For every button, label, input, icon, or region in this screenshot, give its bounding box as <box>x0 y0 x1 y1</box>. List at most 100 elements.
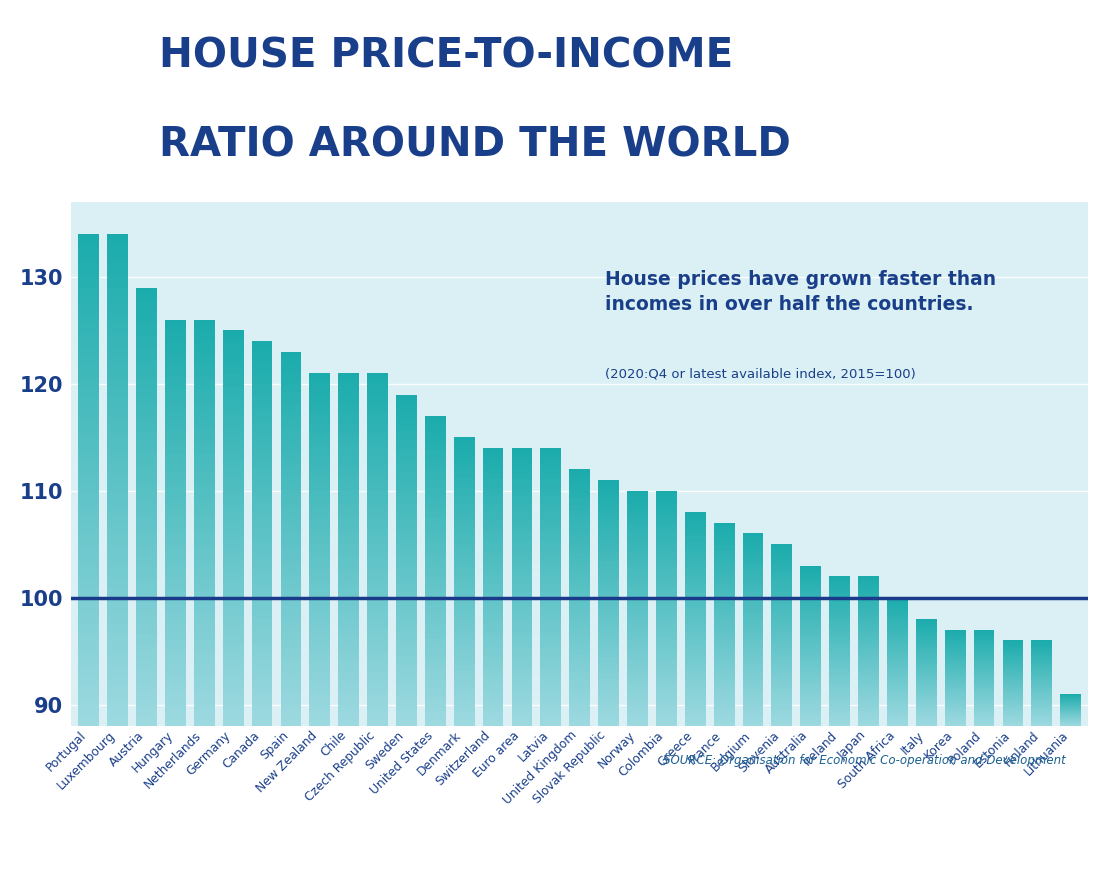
Bar <box>482 707 503 709</box>
Bar <box>974 657 995 659</box>
Bar <box>280 430 301 435</box>
Bar <box>685 599 706 602</box>
Bar <box>541 712 562 715</box>
Bar <box>78 671 99 677</box>
Bar <box>193 422 214 426</box>
Bar <box>656 671 677 674</box>
Bar <box>193 425 214 429</box>
Bar <box>974 640 995 642</box>
Bar <box>454 582 475 584</box>
Bar <box>108 323 129 328</box>
Bar <box>887 703 908 704</box>
Bar <box>136 375 157 380</box>
Bar <box>743 720 764 722</box>
Bar <box>252 618 273 622</box>
Bar <box>974 696 995 697</box>
Bar <box>830 681 850 683</box>
Bar <box>887 704 908 706</box>
Bar <box>685 514 706 517</box>
Bar <box>628 667 648 670</box>
Bar <box>713 647 734 649</box>
Bar <box>915 706 936 707</box>
Bar <box>713 560 734 561</box>
Bar <box>628 606 648 608</box>
Bar <box>1031 717 1052 718</box>
Bar <box>685 529 706 532</box>
Bar <box>858 613 879 615</box>
Bar <box>425 583 446 587</box>
Bar <box>771 651 792 653</box>
Bar <box>598 583 619 586</box>
Bar <box>800 570 821 572</box>
Bar <box>338 567 359 571</box>
Bar <box>136 585 157 590</box>
Bar <box>656 538 677 540</box>
Bar <box>78 342 99 348</box>
Bar <box>1031 689 1052 690</box>
Bar <box>454 607 475 611</box>
Bar <box>193 576 214 580</box>
Bar <box>310 458 330 461</box>
Bar <box>367 412 388 415</box>
Bar <box>800 652 821 654</box>
Bar <box>887 631 908 633</box>
Bar <box>252 429 273 434</box>
Bar <box>656 677 677 679</box>
Bar <box>165 352 186 356</box>
Bar <box>454 642 475 645</box>
Bar <box>193 689 214 693</box>
Bar <box>887 642 908 644</box>
Bar <box>915 692 936 693</box>
Bar <box>887 663 908 664</box>
Bar <box>945 721 966 722</box>
Bar <box>223 390 244 394</box>
Bar <box>743 603 764 605</box>
Bar <box>887 668 908 670</box>
Bar <box>598 645 619 648</box>
Bar <box>252 637 273 642</box>
Bar <box>945 672 966 673</box>
Bar <box>252 660 273 664</box>
Bar <box>223 544 244 548</box>
Bar <box>252 445 273 449</box>
Bar <box>367 394 388 398</box>
Bar <box>1002 648 1023 649</box>
Bar <box>367 634 388 638</box>
Bar <box>974 706 995 707</box>
Bar <box>511 628 532 632</box>
Bar <box>1031 708 1052 710</box>
Bar <box>136 634 157 638</box>
Bar <box>338 412 359 415</box>
Bar <box>771 557 792 559</box>
Bar <box>800 582 821 583</box>
Bar <box>945 664 966 665</box>
Bar <box>482 671 503 673</box>
Bar <box>338 429 359 433</box>
Bar <box>310 408 330 412</box>
Bar <box>136 332 157 336</box>
Bar <box>800 580 821 582</box>
Bar <box>598 502 619 505</box>
Bar <box>598 485 619 488</box>
Bar <box>511 542 532 546</box>
Bar <box>887 651 908 653</box>
Bar <box>367 624 388 627</box>
Bar <box>425 441 446 444</box>
Bar <box>367 436 388 440</box>
Bar <box>858 609 879 611</box>
Bar <box>800 719 821 722</box>
Bar <box>713 708 734 710</box>
Bar <box>887 637 908 639</box>
Bar <box>771 571 792 574</box>
Bar <box>1031 695 1052 696</box>
Bar <box>974 681 995 683</box>
Bar <box>511 551 532 554</box>
Bar <box>252 341 273 345</box>
Bar <box>338 401 359 405</box>
Bar <box>280 408 301 412</box>
Bar <box>743 533 764 536</box>
Bar <box>800 627 821 628</box>
Bar <box>598 605 619 608</box>
Bar <box>800 576 821 577</box>
Bar <box>713 580 734 582</box>
